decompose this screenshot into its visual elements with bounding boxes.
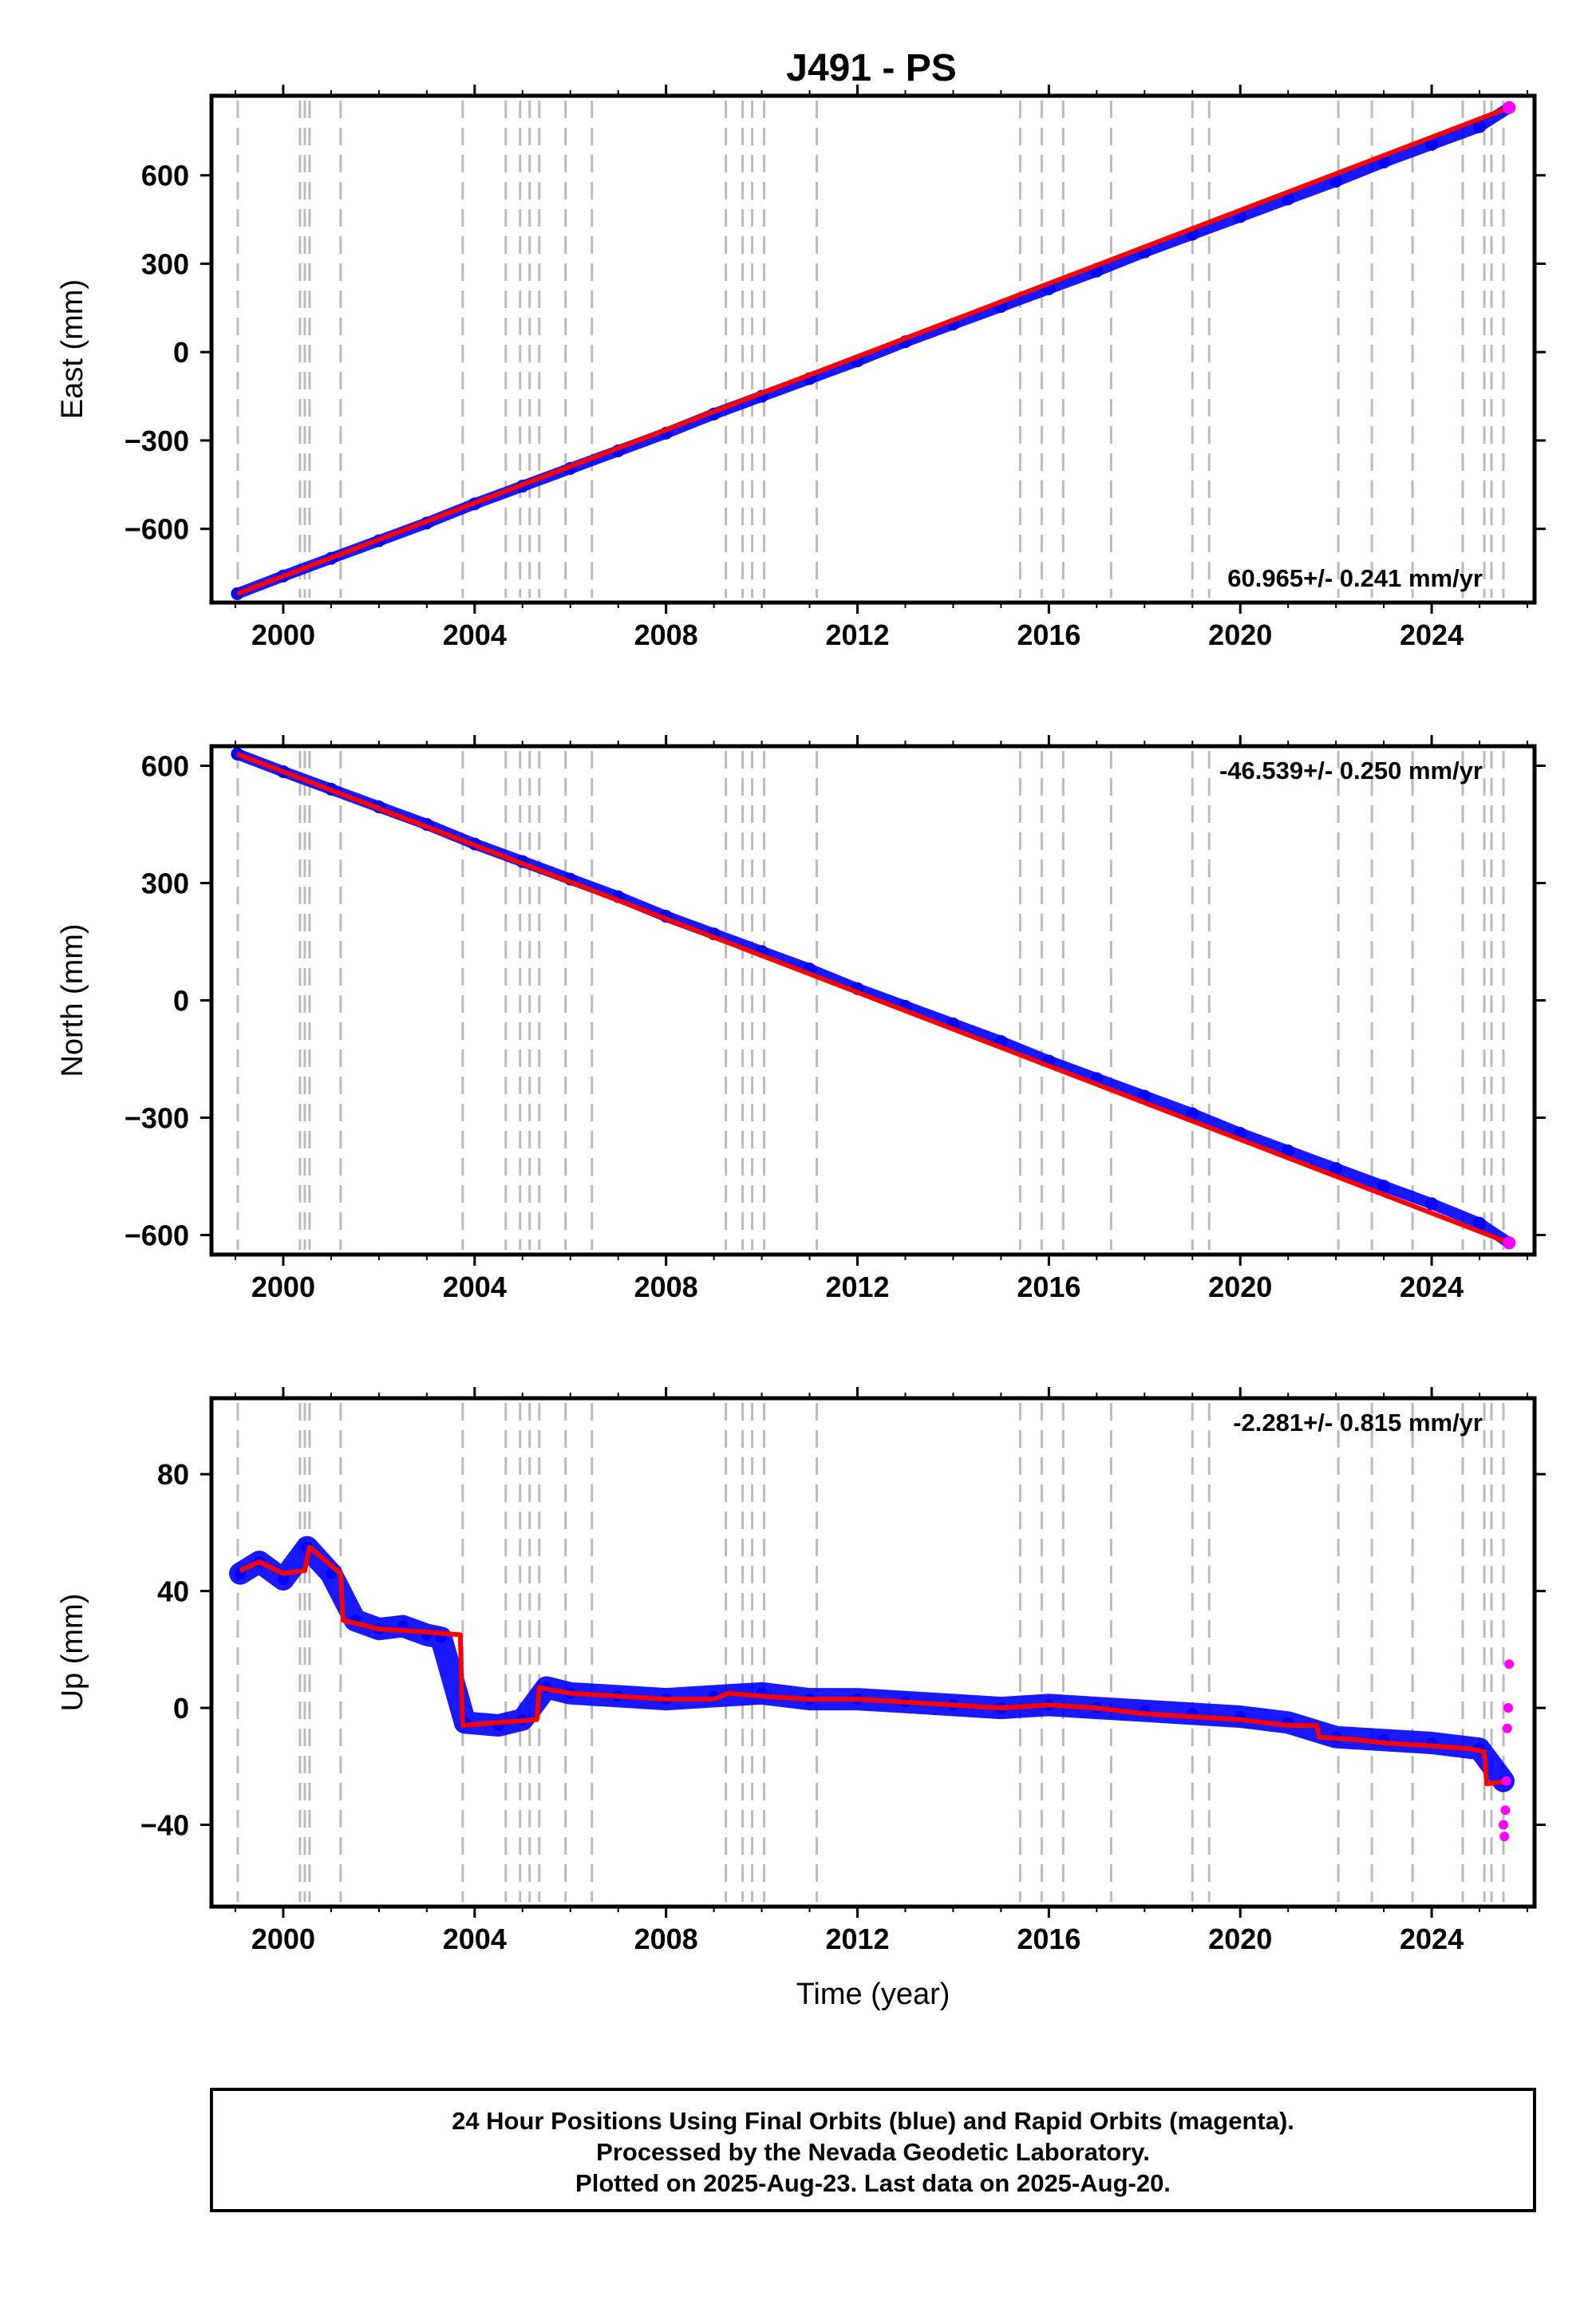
x-tick-label: 2016 [1017,1923,1080,1955]
model-fit-line [239,1544,1510,1787]
y-tick-label: −300 [124,425,189,457]
data-point [1377,1180,1391,1193]
rate-label: 60.965+/- 0.241 mm/yr [1227,564,1483,592]
y-tick-label: 0 [173,1692,189,1725]
y-tick-label: 80 [157,1458,189,1491]
data-point [1473,1216,1487,1230]
x-tick-label: 2008 [634,1923,698,1955]
model-fit-line [236,751,1511,1246]
x-tick-label: 2000 [251,1271,315,1303]
rate-label: -2.281+/- 0.815 mm/yr [1233,1409,1483,1437]
rapid-orbit-point [1503,1236,1516,1250]
x-tick-label: 2012 [825,1271,889,1303]
final-orbit-series [229,1535,1515,1792]
rapid-orbit-point [1502,1723,1512,1733]
x-tick-label: 2024 [1400,1271,1464,1303]
x-tick-label: 2004 [443,1271,507,1303]
y-tick-label: 600 [141,750,189,783]
y-axis-label: North (mm) [56,923,89,1077]
footer-line-3: Plotted on 2025-Aug-23. Last data on 202… [575,2169,1171,2197]
x-tick-label: 2008 [634,1271,698,1303]
model-fit-line [236,105,1511,596]
x-tick-label: 2016 [1017,619,1080,651]
y-axis-label: East (mm) [56,279,89,419]
x-tick-label: 2024 [1400,619,1464,651]
footer-border [210,2088,1536,2212]
x-tick-label: 2004 [443,619,507,651]
rapid-orbit-point [1503,1703,1514,1713]
data-point [1425,137,1439,151]
chart-title: J491 - PS [786,47,956,89]
footer-box: 24 Hour Positions Using Final Orbits (bl… [210,2088,1536,2212]
rapid-orbit-point [1499,1820,1509,1830]
y-tick-label: −40 [140,1808,189,1841]
x-tick-label: 2004 [443,1923,507,1955]
y-tick-label: −300 [124,1102,189,1135]
y-tick-label: 40 [157,1575,189,1608]
plot-frame [209,93,1537,605]
chart-panels: 2000 2004 2008 2012 2016 2020 2024 −600 −300 0 300… [56,85,1546,2011]
x-tick-label: 2020 [1208,1923,1272,1955]
x-tick-label: 2020 [1208,619,1272,651]
x-tick-label: 2024 [1400,1923,1464,1955]
footer-line-1: 24 Hour Positions Using Final Orbits (bl… [452,2107,1294,2135]
x-tick-label: 2012 [825,1923,889,1955]
y-tick-label: 300 [141,247,189,280]
rapid-orbit-point [1499,1832,1510,1842]
y-tick-label: 0 [173,985,189,1018]
x-tick-label: 2012 [825,619,889,651]
x-tick-label: 2008 [634,619,698,651]
y-tick-label: −600 [124,1219,189,1252]
data-point [1425,1197,1439,1211]
footer-line-2: Processed by the Nevada Geodetic Laborat… [596,2138,1150,2166]
rate-label: -46.539+/- 0.250 mm/yr [1219,757,1483,785]
rapid-orbit-point [1503,101,1516,114]
data-point [277,1573,289,1585]
data-point [1186,1107,1199,1120]
y-tick-label: −600 [124,513,189,546]
data-point [1473,120,1487,133]
y-tick-label: 300 [141,868,189,900]
y-tick-label: 0 [173,336,189,369]
data-point [1329,175,1343,188]
panel-north: 2000 2004 2008 2012 2016 2020 2024 −600 −300 0 300… [56,735,1546,1303]
y-axis-label: Up (mm) [56,1594,89,1712]
x-tick-label: 2020 [1208,1271,1272,1303]
x-tick-label: 2000 [251,1923,315,1955]
x-axis-label: Time (year) [796,1978,950,2011]
x-tick-label: 2016 [1017,1271,1080,1303]
rapid-orbit-point [1501,1776,1511,1786]
plot-frame [209,1396,1537,1909]
x-tick-label: 2000 [251,619,315,651]
rapid-orbit-point [1504,1659,1515,1670]
y-tick-label: 600 [141,160,189,192]
data-point [1329,1162,1343,1176]
rapid-orbit-point [1500,1805,1511,1816]
panel-up: 2000 2004 2008 2012 2016 2020 2024 −40 0 40 80 Up (… [56,1387,1546,2011]
panel-east: 2000 2004 2008 2012 2016 2020 2024 −600 −300 0 300… [56,85,1546,651]
